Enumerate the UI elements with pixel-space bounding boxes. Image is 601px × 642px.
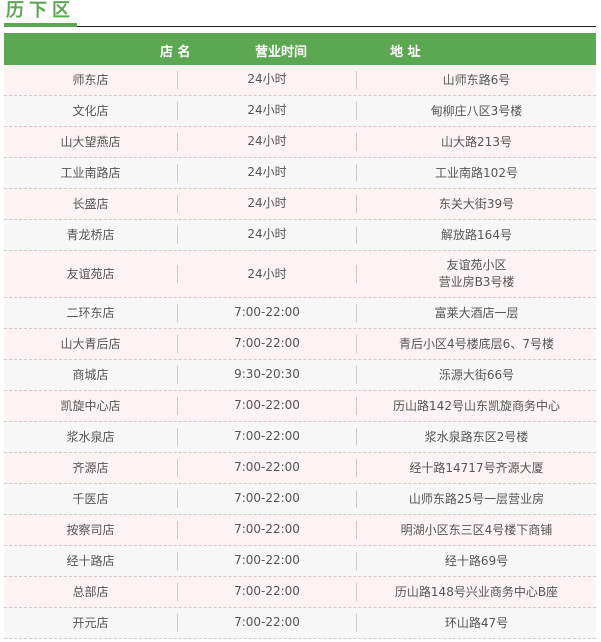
table-row: 山大望燕店 24小时 山大路213号 bbox=[4, 127, 596, 158]
table-row: 山大青后店 7:00-22:00 青后小区4号楼底层6、7号楼 bbox=[4, 329, 596, 360]
address-line: 解放路164号 bbox=[441, 227, 512, 242]
store-name: 凯旋中心店 bbox=[60, 398, 121, 413]
address-line: 泺源大街66号 bbox=[438, 367, 515, 382]
store-address: 富莱大酒店一层 bbox=[357, 305, 596, 322]
store-hours: 7:00-22:00 bbox=[177, 583, 357, 601]
section-header: 历下区 bbox=[4, 0, 596, 27]
store-table: 店 名 营业时间 地 址 师东店 24小时 山师东路6号 文化店 24小时 甸柳庄八区3号… bbox=[4, 33, 596, 639]
address-line: 环山路47号 bbox=[444, 615, 509, 630]
header-name: 店 名 bbox=[160, 45, 191, 60]
store-address: 明湖小区东三区4号楼下商铺 bbox=[357, 522, 596, 539]
table-row: 友谊苑店 24小时 友谊苑小区 营业房B3号楼 bbox=[4, 251, 596, 298]
table-row: 青龙桥店 24小时 解放路164号 bbox=[4, 220, 596, 251]
store-address: 山师东路25号一层营业房 bbox=[357, 491, 596, 508]
store-hours: 7:00-22:00 bbox=[177, 459, 357, 477]
store-name: 青龙桥店 bbox=[66, 227, 115, 242]
store-address: 历山路142号山东凯旋商务中心 bbox=[357, 398, 596, 415]
store-hours: 7:00-22:00 bbox=[177, 521, 357, 539]
store-address: 浆水泉路东区2号楼 bbox=[357, 429, 596, 446]
store-name: 商城店 bbox=[72, 367, 109, 382]
store-name: 二环东店 bbox=[66, 305, 115, 320]
address-line: 明湖小区东三区4号楼下商铺 bbox=[400, 522, 553, 537]
store-address: 解放路164号 bbox=[357, 227, 596, 244]
store-hours: 9:30-20:30 bbox=[177, 366, 357, 384]
address-line: 甸柳庄八区3号楼 bbox=[430, 103, 523, 118]
address-line: 浆水泉路东区2号楼 bbox=[424, 429, 529, 444]
address-line: 历山路148号兴业商务中心B座 bbox=[394, 584, 559, 599]
table-row: 文化店 24小时 甸柳庄八区3号楼 bbox=[4, 96, 596, 127]
store-hours: 24小时 bbox=[177, 164, 357, 182]
store-name: 长盛店 bbox=[72, 196, 109, 211]
store-name: 师东店 bbox=[72, 72, 109, 87]
table-row: 总部店 7:00-22:00 历山路148号兴业商务中心B座 bbox=[4, 577, 596, 608]
store-name: 齐源店 bbox=[72, 460, 109, 475]
address-line: 经十路69号 bbox=[444, 553, 509, 568]
header-address: 地 址 bbox=[390, 45, 421, 60]
store-hours: 7:00-22:00 bbox=[177, 552, 357, 570]
district-title: 历下区 bbox=[4, 0, 77, 27]
store-address: 工业南路102号 bbox=[357, 165, 596, 182]
store-name: 开元店 bbox=[72, 615, 109, 630]
store-name: 文化店 bbox=[72, 103, 109, 118]
store-name: 经十路店 bbox=[66, 553, 115, 568]
store-address: 经十路69号 bbox=[357, 553, 596, 570]
store-address: 甸柳庄八区3号楼 bbox=[357, 103, 596, 120]
table-row: 千医店 7:00-22:00 山师东路25号一层营业房 bbox=[4, 484, 596, 515]
store-hours: 24小时 bbox=[177, 195, 357, 213]
table-row: 二环东店 7:00-22:00 富莱大酒店一层 bbox=[4, 298, 596, 329]
store-name: 工业南路店 bbox=[60, 165, 121, 180]
address-line: 历山路142号山东凯旋商务中心 bbox=[393, 398, 560, 413]
table-row: 齐源店 7:00-22:00 经十路14717号齐源大厦 bbox=[4, 453, 596, 484]
store-hours: 7:00-22:00 bbox=[177, 428, 357, 446]
store-hours: 7:00-22:00 bbox=[177, 397, 357, 415]
table-row: 长盛店 24小时 东关大街39号 bbox=[4, 189, 596, 220]
address-line: 青后小区4号楼底层6、7号楼 bbox=[399, 336, 554, 351]
store-hours: 24小时 bbox=[177, 102, 357, 120]
store-address: 经十路14717号齐源大厦 bbox=[357, 460, 596, 477]
table-row: 商城店 9:30-20:30 泺源大街66号 bbox=[4, 360, 596, 391]
table-row: 按察司店 7:00-22:00 明湖小区东三区4号楼下商铺 bbox=[4, 515, 596, 546]
address-line: 东关大街39号 bbox=[438, 196, 515, 211]
table-row: 师东店 24小时 山师东路6号 bbox=[4, 65, 596, 96]
store-hours: 7:00-22:00 bbox=[177, 335, 357, 353]
store-address: 历山路148号兴业商务中心B座 bbox=[357, 584, 596, 601]
address-line: 山大路213号 bbox=[441, 134, 512, 149]
table-row: 工业南路店 24小时 工业南路102号 bbox=[4, 158, 596, 189]
store-name: 友谊苑店 bbox=[66, 266, 115, 281]
store-hours: 7:00-22:00 bbox=[177, 304, 357, 322]
store-address: 友谊苑小区营业房B3号楼 bbox=[357, 257, 596, 291]
address-line: 友谊苑小区 bbox=[446, 258, 507, 272]
store-name: 千医店 bbox=[72, 491, 109, 506]
store-name: 按察司店 bbox=[66, 522, 115, 537]
table-row: 浆水泉店 7:00-22:00 浆水泉路东区2号楼 bbox=[4, 422, 596, 453]
address-line: 经十路14717号齐源大厦 bbox=[409, 460, 544, 475]
header-hours: 营业时间 bbox=[255, 45, 308, 60]
store-name: 山大望燕店 bbox=[60, 134, 121, 149]
address-line: 富莱大酒店一层 bbox=[434, 305, 519, 320]
address-line-2: 营业房B3号楼 bbox=[438, 275, 515, 289]
store-address: 泺源大街66号 bbox=[357, 367, 596, 384]
address-line: 工业南路102号 bbox=[435, 165, 518, 180]
store-hours: 7:00-22:00 bbox=[177, 614, 357, 632]
store-name: 浆水泉店 bbox=[66, 429, 115, 444]
store-hours: 24小时 bbox=[177, 265, 357, 283]
address-line: 山师东路25号一层营业房 bbox=[408, 491, 545, 506]
store-address: 山大路213号 bbox=[357, 134, 596, 151]
store-hours: 24小时 bbox=[177, 133, 357, 151]
store-address: 青后小区4号楼底层6、7号楼 bbox=[357, 336, 596, 353]
store-address: 环山路47号 bbox=[357, 615, 596, 632]
store-hours: 24小时 bbox=[177, 226, 357, 244]
store-name: 总部店 bbox=[72, 584, 109, 599]
store-address: 山师东路6号 bbox=[357, 72, 596, 89]
table-row: 经十路店 7:00-22:00 经十路69号 bbox=[4, 546, 596, 577]
store-hours: 24小时 bbox=[177, 71, 357, 89]
table-header: 店 名 营业时间 地 址 bbox=[4, 33, 596, 65]
address-line: 山师东路6号 bbox=[442, 72, 511, 87]
store-address: 东关大街39号 bbox=[357, 196, 596, 213]
store-name: 山大青后店 bbox=[60, 336, 121, 351]
store-hours: 7:00-22:00 bbox=[177, 490, 357, 508]
table-row: 开元店 7:00-22:00 环山路47号 bbox=[4, 608, 596, 639]
table-row: 凯旋中心店 7:00-22:00 历山路142号山东凯旋商务中心 bbox=[4, 391, 596, 422]
